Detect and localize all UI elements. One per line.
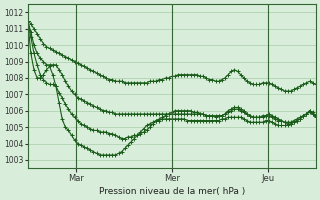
X-axis label: Pression niveau de la mer( hPa ): Pression niveau de la mer( hPa ): [99, 187, 245, 196]
